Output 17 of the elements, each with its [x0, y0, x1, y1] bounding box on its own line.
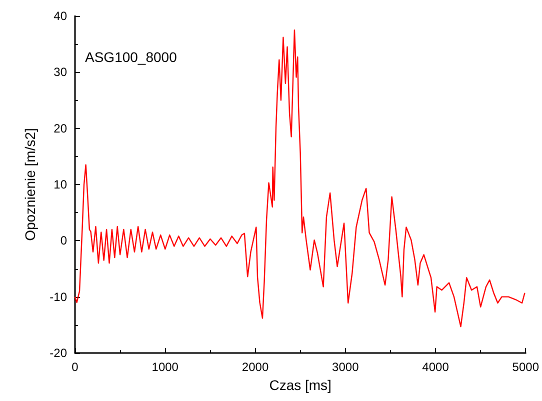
y-tick-label: 20 [54, 121, 68, 136]
x-axis-title: Czas [ms] [269, 376, 332, 393]
x-tick-label: 2000 [242, 360, 269, 374]
y-axis-title: Opoznienie [m/s2] [22, 128, 38, 241]
x-tick-label: 1000 [152, 360, 179, 374]
x-tick-label: 0 [72, 360, 79, 374]
annotation: ASG100_8000 [85, 49, 178, 65]
y-tick-label: 30 [54, 65, 68, 80]
y-tick-label: -20 [50, 346, 68, 360]
y-tick-label: 40 [54, 9, 68, 23]
y-tick-label: 10 [54, 178, 68, 192]
x-tick-label: 5000 [512, 360, 540, 374]
x-tick-label: 3000 [332, 360, 360, 374]
x-tick-label: 4000 [422, 360, 450, 374]
y-tick-label: 0 [60, 234, 68, 248]
y-tick-label: -10 [50, 290, 68, 304]
line-series [74, 29, 526, 328]
